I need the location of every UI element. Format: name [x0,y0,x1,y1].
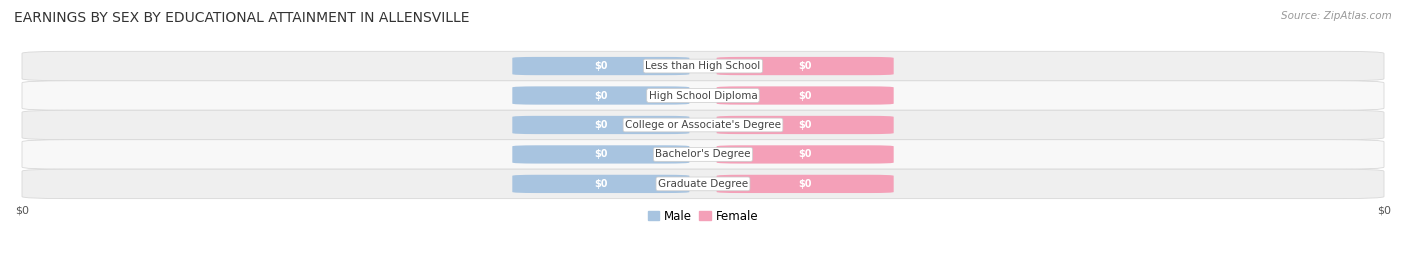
FancyBboxPatch shape [717,145,894,163]
FancyBboxPatch shape [512,57,689,75]
Text: $0: $0 [595,120,607,130]
FancyBboxPatch shape [512,116,689,134]
Text: $0: $0 [595,179,607,189]
Text: Graduate Degree: Graduate Degree [658,179,748,189]
FancyBboxPatch shape [512,145,689,163]
FancyBboxPatch shape [22,140,1384,169]
Text: EARNINGS BY SEX BY EDUCATIONAL ATTAINMENT IN ALLENSVILLE: EARNINGS BY SEX BY EDUCATIONAL ATTAINMEN… [14,11,470,25]
FancyBboxPatch shape [512,175,689,193]
FancyBboxPatch shape [512,86,689,105]
FancyBboxPatch shape [717,116,894,134]
Text: Less than High School: Less than High School [645,61,761,71]
Text: $0: $0 [595,61,607,71]
Text: $0: $0 [799,91,811,100]
FancyBboxPatch shape [717,86,894,105]
Text: Bachelor's Degree: Bachelor's Degree [655,150,751,159]
Text: College or Associate's Degree: College or Associate's Degree [626,120,780,130]
Text: $0: $0 [799,150,811,159]
FancyBboxPatch shape [717,57,894,75]
Text: $0: $0 [799,179,811,189]
Text: Source: ZipAtlas.com: Source: ZipAtlas.com [1281,11,1392,21]
FancyBboxPatch shape [22,81,1384,110]
Text: $0: $0 [799,61,811,71]
Text: High School Diploma: High School Diploma [648,91,758,100]
Text: $0: $0 [595,150,607,159]
FancyBboxPatch shape [22,110,1384,140]
Legend: Male, Female: Male, Female [643,205,763,227]
Text: $0: $0 [799,120,811,130]
FancyBboxPatch shape [22,51,1384,81]
FancyBboxPatch shape [717,175,894,193]
FancyBboxPatch shape [22,169,1384,199]
Text: $0: $0 [595,91,607,100]
